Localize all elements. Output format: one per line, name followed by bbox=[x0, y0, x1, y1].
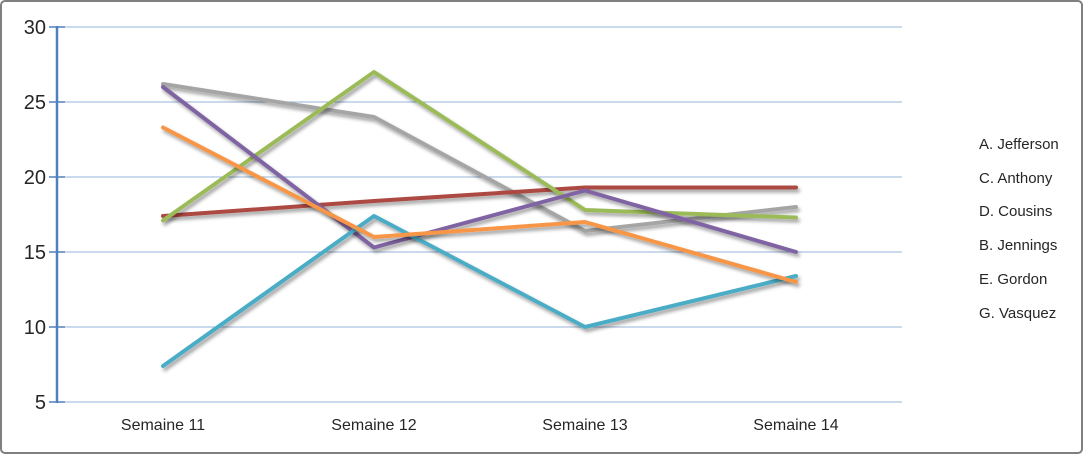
series-line-d-cousins bbox=[161, 70, 798, 223]
y-tick-label: 25 bbox=[24, 92, 46, 114]
legend-item: B. Jennings bbox=[931, 237, 1057, 254]
y-tick-label: 5 bbox=[35, 392, 46, 414]
legend-label: E. Gordon bbox=[979, 271, 1047, 288]
y-tick-label: 10 bbox=[24, 317, 46, 339]
legend-label: D. Cousins bbox=[979, 203, 1052, 220]
legend-item: D. Cousins bbox=[931, 203, 1052, 220]
series-lines bbox=[161, 70, 798, 368]
series-line-e-gordon bbox=[161, 214, 798, 368]
legend-label: G. Vasquez bbox=[979, 305, 1056, 322]
legend-item: G. Vasquez bbox=[931, 305, 1056, 322]
legend-label: B. Jennings bbox=[979, 237, 1057, 254]
legend: A. Jefferson C. Anthony D. Cousins B. Je… bbox=[931, 136, 1059, 322]
series-line-c-anthony bbox=[161, 185, 798, 218]
x-axis-labels: Semaine 11 Semaine 12 Semaine 13 Semaine… bbox=[121, 417, 839, 434]
series-line-b-jennings bbox=[161, 85, 798, 254]
legend-item: C. Anthony bbox=[931, 170, 1053, 187]
x-tick-label: Semaine 14 bbox=[753, 417, 838, 434]
legend-item: A. Jefferson bbox=[931, 136, 1059, 153]
x-tick-label: Semaine 11 bbox=[121, 417, 205, 434]
y-axis-labels: 30 25 20 15 10 5 bbox=[24, 17, 46, 414]
legend-label: C. Anthony bbox=[979, 170, 1053, 187]
y-tick-label: 15 bbox=[24, 242, 46, 264]
legend-label: A. Jefferson bbox=[979, 136, 1059, 153]
series-line-g-vasquez bbox=[161, 125, 798, 284]
x-tick-label: Semaine 13 bbox=[542, 417, 627, 434]
legend-item: E. Gordon bbox=[931, 271, 1047, 288]
series-line-a-jefferson bbox=[161, 82, 798, 233]
y-tick-label: 30 bbox=[24, 17, 46, 39]
y-tick-label: 20 bbox=[24, 167, 46, 189]
x-tick-label: Semaine 12 bbox=[331, 417, 416, 434]
gridlines bbox=[57, 26, 902, 403]
